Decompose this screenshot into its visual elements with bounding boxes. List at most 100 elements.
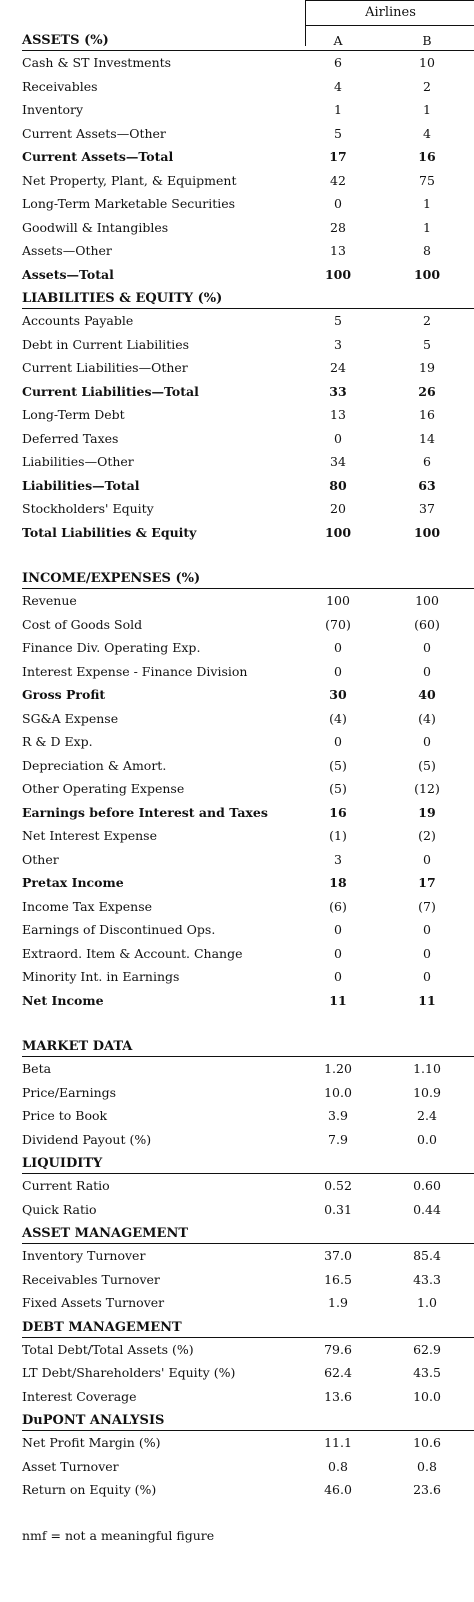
- section-heading: INCOME/EXPENSES (%): [22, 566, 474, 588]
- value-airline-a: 13: [330, 243, 346, 258]
- value-airline-b: (2): [418, 828, 436, 843]
- value-airline-a: 17: [329, 149, 347, 164]
- row-label: Current Liabilities—Total: [22, 383, 199, 399]
- value-airline-b: 11: [418, 992, 436, 1008]
- row-label: Liabilities—Total: [22, 477, 140, 493]
- row-label: Current Liabilities—Other: [22, 360, 188, 375]
- value-airline-b: 10.9: [413, 1084, 441, 1100]
- value-airline-a: 0: [334, 734, 342, 749]
- section-heading: DEBT MANAGEMENT: [22, 1315, 474, 1337]
- table-row: Other 3 0: [22, 848, 474, 872]
- row-label: Debt in Current Liabilities: [22, 336, 190, 352]
- section-rule: [22, 50, 474, 51]
- value-airline-a: 0.8: [328, 1458, 348, 1474]
- value-airline-b: 0: [423, 945, 431, 961]
- table-row: Long-Term Marketable Securities 0 1: [22, 192, 474, 216]
- row-label: Price to Book: [22, 1108, 108, 1123]
- row-label: Fixed Assets Turnover: [22, 1295, 165, 1310]
- row-label: Return on Equity (%): [22, 1482, 157, 1497]
- table-row: Deferred Taxes 0 14: [22, 427, 474, 451]
- table-row: Cost of Goods Sold (70) (60): [22, 613, 474, 637]
- table-row: Revenue 100 100: [22, 589, 474, 613]
- value-airline-b: 85.4: [413, 1248, 441, 1263]
- value-airline-b: 43.3: [413, 1271, 441, 1287]
- table-row: SG&A Expense (4) (4): [22, 707, 474, 731]
- row-label: Interest Expense - Finance Division: [22, 663, 248, 679]
- value-airline-a: 100: [324, 524, 352, 540]
- row-label: LT Debt/Shareholders' Equity (%): [22, 1365, 236, 1380]
- table-row: Income Tax Expense (6) (7): [22, 895, 474, 919]
- row-label: Interest Coverage: [22, 1388, 137, 1404]
- row-label: Long-Term Marketable Securities: [22, 196, 236, 211]
- table-row: Interest Coverage 13.6 10.0: [22, 1385, 474, 1409]
- value-airline-a: 34: [330, 454, 346, 469]
- row-label: Inventory Turnover: [22, 1248, 146, 1263]
- row-label: Net Interest Expense: [22, 828, 157, 843]
- row-label: Net Income: [22, 992, 104, 1008]
- table-row: Net Property, Plant, & Equipment 42 75: [22, 169, 474, 193]
- table-row: Interest Expense - Finance Division 0 0: [22, 660, 474, 684]
- value-airline-b: 100: [413, 266, 441, 282]
- value-airline-a: 4: [334, 78, 342, 94]
- value-airline-b: 37: [419, 501, 435, 516]
- table-row: Accounts Payable 5 2: [22, 309, 474, 333]
- airlines-header: Airlines: [305, 0, 474, 26]
- total-row: Total Liabilities & Equity 100 100: [22, 521, 474, 545]
- value-airline-b: (60): [414, 616, 440, 632]
- section-title: ASSETS (%): [22, 33, 109, 48]
- value-airline-b: 19: [419, 360, 435, 375]
- row-label: Quick Ratio: [22, 1201, 97, 1217]
- value-airline-a: 100: [324, 266, 352, 282]
- table-row: LT Debt/Shareholders' Equity (%) 62.4 43.5: [22, 1361, 474, 1385]
- value-airline-a: 1.9: [328, 1295, 348, 1310]
- row-label: Finance Div. Operating Exp.: [22, 640, 201, 655]
- row-label: Net Profit Margin (%): [22, 1435, 161, 1450]
- section-rule: [22, 1173, 474, 1174]
- row-label: Dividend Payout (%): [22, 1131, 152, 1147]
- value-airline-b: 63: [418, 477, 436, 493]
- table-row: Receivables Turnover 16.5 43.3: [22, 1268, 474, 1292]
- row-label: Current Assets—Other: [22, 125, 166, 141]
- footnote: nmf = not a meaningful figure: [22, 1528, 215, 1543]
- value-airline-a: 42: [330, 172, 346, 188]
- value-airline-a: (1): [329, 828, 347, 843]
- total-row: Pretax Income 18 17: [22, 871, 474, 895]
- value-airline-b: (12): [414, 781, 440, 796]
- value-airline-a: 16.5: [324, 1271, 352, 1287]
- row-label: Gross Profit: [22, 687, 106, 702]
- value-airline-b: 0.8: [417, 1458, 437, 1474]
- value-airline-b: 16: [419, 407, 435, 422]
- table-row: Inventory Turnover 37.0 85.4: [22, 1244, 474, 1268]
- value-airline-a: 3: [334, 336, 342, 352]
- row-label: Total Liabilities & Equity: [22, 524, 197, 540]
- table-row: Liabilities—Other 34 6: [22, 450, 474, 474]
- value-airline-b: 1.10: [413, 1061, 441, 1076]
- value-airline-b: 62.9: [413, 1341, 441, 1357]
- section-title: LIQUIDITY: [22, 1156, 103, 1171]
- value-airline-b: 75: [419, 172, 435, 188]
- section-rule: [22, 588, 474, 589]
- value-airline-b: 16: [418, 149, 436, 164]
- value-airline-b: (7): [418, 898, 436, 914]
- value-airline-a: 10.0: [324, 1084, 352, 1100]
- value-airline-a: 5: [334, 313, 342, 328]
- row-label: Other Operating Expense: [22, 781, 185, 796]
- table-row: Beta 1.20 1.10: [22, 1057, 474, 1081]
- table-row: Earnings of Discontinued Ops. 0 0: [22, 918, 474, 942]
- total-row: Earnings before Interest and Taxes 16 19: [22, 801, 474, 825]
- table-row: Current Ratio 0.52 0.60: [22, 1174, 474, 1198]
- row-label: Beta: [22, 1061, 52, 1076]
- total-row: Current Liabilities—Total 33 26: [22, 380, 474, 404]
- total-row: Net Income 11 11: [22, 989, 474, 1013]
- value-airline-a: (70): [325, 616, 351, 632]
- value-airline-a: 13: [330, 407, 346, 422]
- value-airline-a: (4): [329, 710, 347, 726]
- financial-table: ASSETS (%) A B Cash & ST Investments 6 10 Rece…: [22, 28, 474, 1502]
- value-airline-b: 1: [423, 102, 431, 117]
- section-title: DuPONT ANALYSIS: [22, 1413, 165, 1428]
- value-airline-b: (5): [418, 757, 436, 773]
- total-row: Liabilities—Total 80 63: [22, 474, 474, 498]
- table-row: R & D Exp. 0 0: [22, 730, 474, 754]
- row-label: Deferred Taxes: [22, 430, 119, 446]
- row-label: Current Assets—Total: [22, 149, 174, 164]
